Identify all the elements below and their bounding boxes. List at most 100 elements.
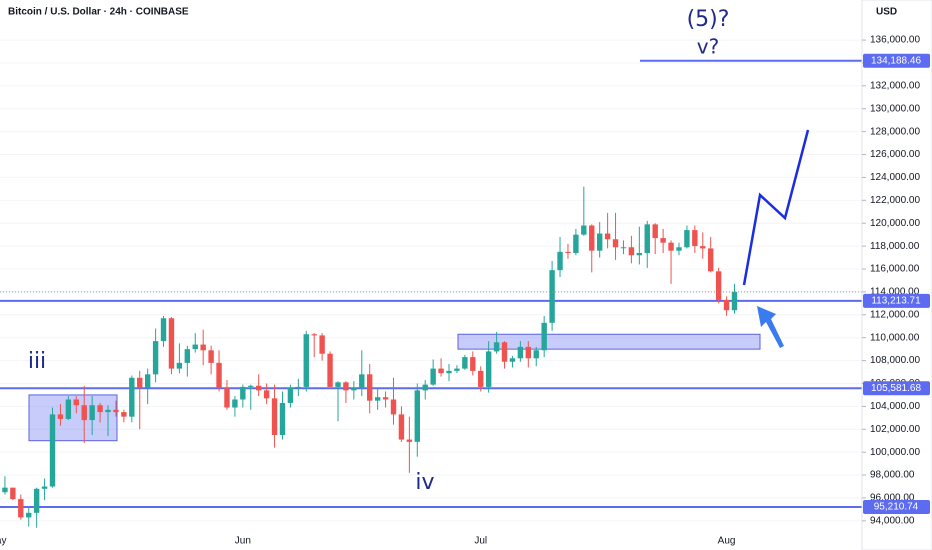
candle-body [612, 239, 619, 248]
y-tick-label: 100,000.00 [870, 447, 920, 458]
candle-body [652, 224, 658, 239]
candle-body [2, 487, 8, 493]
candle-body [18, 499, 24, 518]
candle-body [33, 488, 40, 513]
candle-body [501, 342, 508, 362]
y-tick-label: 136,000.00 [870, 35, 920, 46]
candle-body [176, 362, 183, 369]
candle-body [192, 344, 198, 350]
candle-body [533, 350, 539, 359]
candle-body [97, 405, 103, 413]
candle-body [303, 334, 309, 387]
candle-body [295, 386, 302, 389]
candle-body [255, 385, 262, 391]
y-tick-label: 112,000.00 [870, 309, 920, 320]
candle-body [287, 388, 294, 403]
price-tag [863, 53, 930, 68]
candle-body [708, 248, 714, 272]
y-tick-label: 130,000.00 [870, 103, 920, 114]
y-tick-label: 104,000.00 [870, 401, 920, 412]
candle-body [581, 225, 587, 235]
candle-body [628, 247, 635, 256]
y-tick-label: 122,000.00 [870, 195, 920, 206]
candle-body [723, 299, 730, 311]
candle-body [113, 409, 119, 413]
axis-unit: USD [876, 7, 897, 18]
y-tick-label: 96,000.00 [870, 493, 915, 504]
candle-body [121, 412, 127, 417]
candle-body [367, 374, 373, 401]
candle-body [232, 399, 238, 408]
candle-body [382, 397, 389, 400]
candle-body [49, 414, 56, 487]
candle-body [636, 252, 643, 256]
wave-label: iv [415, 470, 434, 495]
candle-body [660, 238, 666, 243]
candle-body [525, 346, 532, 359]
candle-body [327, 353, 333, 387]
y-tick-label: 98,000.00 [870, 470, 915, 481]
wave-label: v? [697, 35, 719, 59]
price-axis-labels: 94,000.00 96,000.00 98,000.00 100,000.00 102… [862, 35, 930, 526]
candle-body [589, 225, 595, 251]
candle-body [57, 414, 64, 419]
y-tick-label: 126,000.00 [870, 149, 920, 160]
candle-body [168, 318, 175, 369]
y-tick-label: 118,000.00 [870, 241, 920, 252]
price-axis [861, 0, 932, 550]
candle-body [263, 390, 270, 399]
candle-body [81, 405, 87, 421]
candle-body [462, 357, 468, 369]
candle-body [240, 386, 246, 400]
candle-body [446, 370, 452, 374]
candle-body [335, 382, 341, 387]
x-tick-label: Jul [474, 536, 487, 547]
candle-body [700, 246, 706, 249]
candle-body [549, 270, 555, 323]
candle-body [26, 512, 32, 518]
plot-area [0, 39, 862, 528]
y-tick-label: 124,000.00 [870, 172, 920, 183]
candle-body [200, 344, 206, 351]
candle-body [105, 409, 111, 413]
y-tick-label: 114,000.00 [870, 287, 920, 298]
y-tick-label: 108,000.00 [870, 355, 920, 366]
candle-body [129, 377, 135, 417]
candle-body [89, 405, 95, 421]
candle-body [573, 234, 579, 253]
candle-body [668, 242, 674, 251]
candle-body [565, 251, 571, 253]
candle-body [406, 439, 413, 442]
candle-body [144, 374, 151, 389]
candle-body [41, 486, 48, 489]
candle-body [438, 368, 444, 374]
candle-body [684, 230, 690, 248]
price-tag-label: 113,213.71 [871, 296, 921, 307]
chart-title: Bitcoin / U.S. Dollar · 24h · COINBASE [8, 7, 189, 18]
wave-label: (5)? [687, 7, 730, 32]
price-tag-label: 134,188.46 [871, 55, 921, 66]
zone [28, 394, 118, 442]
y-tick-label: 110,000.00 [870, 332, 920, 343]
candle-body [692, 230, 698, 247]
x-tick-label: May [0, 536, 6, 547]
candle-body [509, 358, 516, 362]
candle-body [73, 399, 79, 406]
candle-body [137, 377, 143, 389]
candle-body [644, 224, 650, 253]
candle-body [517, 346, 524, 359]
x-tick-label: Aug [718, 536, 736, 547]
candle-body [184, 349, 191, 363]
candle-body [731, 291, 738, 311]
candle-body [279, 402, 286, 435]
candle-body [160, 318, 167, 342]
candle-body [398, 414, 405, 440]
candle-body [390, 399, 397, 415]
candle-body [359, 374, 365, 389]
y-tick-label: 102,000.00 [870, 424, 920, 435]
candle-body [311, 334, 317, 336]
price-tag [863, 293, 930, 308]
candle-body [676, 247, 682, 251]
projection-path [742, 129, 810, 286]
x-tick-label: Jun [235, 536, 251, 547]
